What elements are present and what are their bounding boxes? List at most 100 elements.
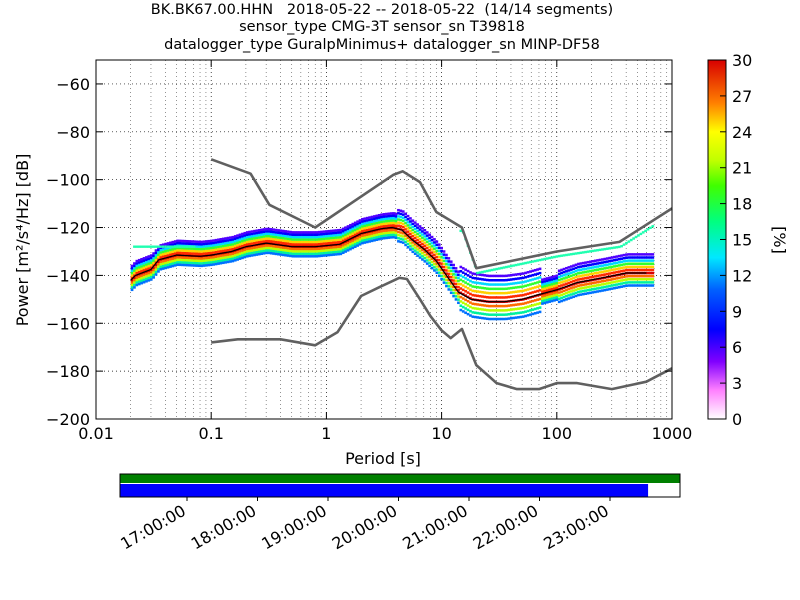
density-cell [277, 245, 280, 249]
density-cell [255, 231, 259, 235]
density-cell [409, 217, 412, 220]
density-cell [133, 281, 136, 284]
density-cell [255, 238, 259, 242]
density-cell [145, 275, 148, 278]
density-cell [589, 291, 592, 295]
density-cell [509, 308, 513, 311]
density-cell [430, 266, 434, 270]
density-cell [380, 232, 383, 236]
density-cell [555, 286, 559, 290]
density-cell [610, 278, 614, 281]
density-cell [483, 308, 487, 312]
density-cell [586, 292, 590, 295]
density-cell [399, 209, 403, 213]
y-tick-label: −160 [46, 314, 90, 333]
density-cell [313, 231, 316, 234]
density-cell [622, 284, 626, 288]
density-cell [591, 272, 595, 275]
density-cell [224, 244, 227, 247]
density-cell [265, 244, 268, 247]
density-cell [147, 259, 151, 263]
density-cell [413, 224, 417, 227]
density-cell [262, 232, 266, 236]
density-cell [617, 282, 621, 286]
density-cell [459, 229, 463, 233]
density-cell [269, 232, 273, 236]
density-cell [130, 276, 134, 280]
density-cell [577, 262, 580, 266]
density-cell [509, 291, 513, 294]
density-cell [466, 269, 470, 273]
density-cell [231, 257, 235, 260]
density-cell [620, 276, 623, 279]
density-cell [159, 248, 163, 252]
density-cell [553, 294, 556, 297]
density-cell [557, 272, 561, 276]
density-cell [601, 280, 604, 283]
density-cell [507, 304, 511, 307]
density-cell [377, 230, 381, 234]
density-cell [257, 228, 261, 232]
density-cell [269, 237, 273, 241]
density-cell [293, 238, 297, 241]
density-cell [644, 262, 647, 265]
density-cell [193, 257, 196, 260]
density-cell [281, 253, 285, 257]
density-cell [536, 276, 539, 280]
density-cell [613, 280, 616, 284]
density-cell [610, 287, 614, 290]
density-cell [274, 233, 278, 237]
density-cell [320, 235, 323, 238]
density-cell [293, 235, 297, 239]
density-cell [214, 260, 218, 263]
density-cell [202, 242, 206, 246]
density-cell [301, 238, 304, 241]
density-cell [301, 247, 304, 251]
density-cell [193, 259, 196, 263]
density-cell [368, 225, 371, 229]
density-cell [481, 270, 484, 274]
density-cell [421, 239, 424, 243]
density-cell [339, 228, 343, 232]
density-cell [325, 246, 328, 250]
density-cell [296, 250, 299, 253]
density-cell [387, 234, 391, 237]
density-cell [505, 283, 508, 286]
density-cell [351, 239, 355, 243]
density-cell [200, 250, 203, 253]
density-cell [581, 261, 585, 265]
density-cell [361, 234, 364, 238]
density-cell [161, 264, 165, 268]
density-cell [413, 233, 417, 237]
density-cell [589, 276, 592, 279]
density-cell [632, 262, 635, 265]
density-cell [133, 286, 136, 289]
density-cell [598, 289, 602, 293]
density-cell [461, 288, 465, 292]
density-cell [224, 249, 227, 252]
density-cell [529, 309, 532, 312]
density-cell [620, 257, 623, 260]
density-cell [565, 270, 568, 273]
density-cell [545, 301, 549, 304]
density-cell [502, 283, 506, 286]
density-cell [327, 234, 331, 238]
density-cell [555, 293, 559, 297]
density-cell [351, 234, 355, 238]
density-cell [329, 229, 333, 233]
density-cell [212, 260, 215, 264]
density-cell [289, 242, 292, 246]
density-cell [202, 264, 206, 267]
colorbar-tick-label: 30 [732, 51, 752, 70]
density-cell [409, 238, 412, 242]
density-cell [509, 273, 513, 277]
density-cell [509, 286, 513, 290]
colorbar-tick-label: 0 [732, 410, 742, 429]
density-cell [485, 313, 489, 316]
density-cell [190, 245, 194, 248]
density-cell [598, 258, 602, 262]
density-cell [488, 278, 491, 282]
density-cell [392, 236, 395, 239]
density-cell [641, 253, 645, 256]
density-cell [471, 293, 475, 297]
